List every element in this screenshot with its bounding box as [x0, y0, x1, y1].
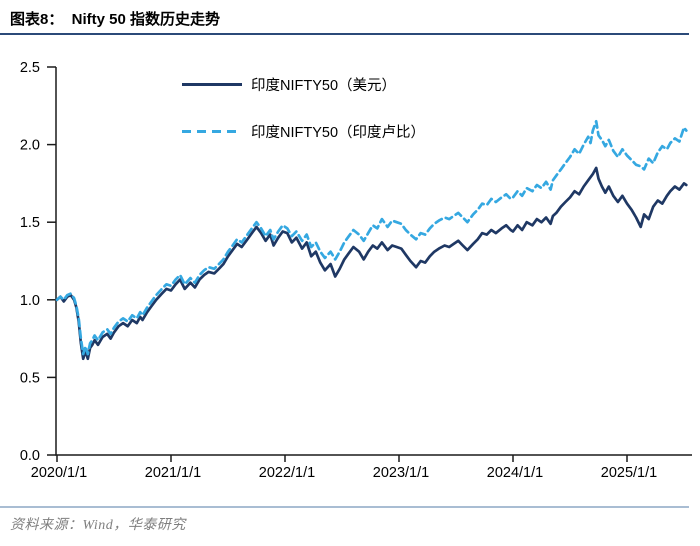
svg-text:2022/1/1: 2022/1/1 [259, 465, 315, 481]
svg-text:1.5: 1.5 [20, 215, 40, 231]
chart-legend: 印度NIFTY50（美元） 印度NIFTY50（印度卢比） [182, 74, 425, 168]
figure-title: 图表8： Nifty 50 指数历史走势 [10, 11, 221, 28]
legend-label-usd: 印度NIFTY50（美元） [251, 77, 397, 94]
svg-text:2.0: 2.0 [20, 138, 40, 154]
svg-text:2023/1/1: 2023/1/1 [373, 465, 429, 481]
legend-item-inr: 印度NIFTY50（印度卢比） [182, 121, 425, 141]
legend-label-inr: 印度NIFTY50（印度卢比） [251, 124, 426, 141]
title-divider [0, 33, 689, 35]
legend-item-usd: 印度NIFTY50（美元） [182, 74, 425, 94]
svg-text:1.0: 1.0 [20, 293, 40, 309]
svg-text:2021/1/1: 2021/1/1 [145, 465, 201, 481]
dashed-line-swatch [182, 129, 242, 133]
solid-line-swatch [182, 82, 242, 86]
svg-text:2025/1/1: 2025/1/1 [601, 465, 657, 481]
svg-text:2.5: 2.5 [20, 60, 40, 76]
svg-text:2020/1/1: 2020/1/1 [31, 465, 87, 481]
source-note: 资料来源：Wind，华泰研究 [10, 518, 186, 533]
svg-text:2024/1/1: 2024/1/1 [487, 465, 543, 481]
svg-text:0.5: 0.5 [20, 370, 40, 386]
footer-divider [0, 506, 689, 508]
svg-text:0.0: 0.0 [20, 448, 40, 464]
